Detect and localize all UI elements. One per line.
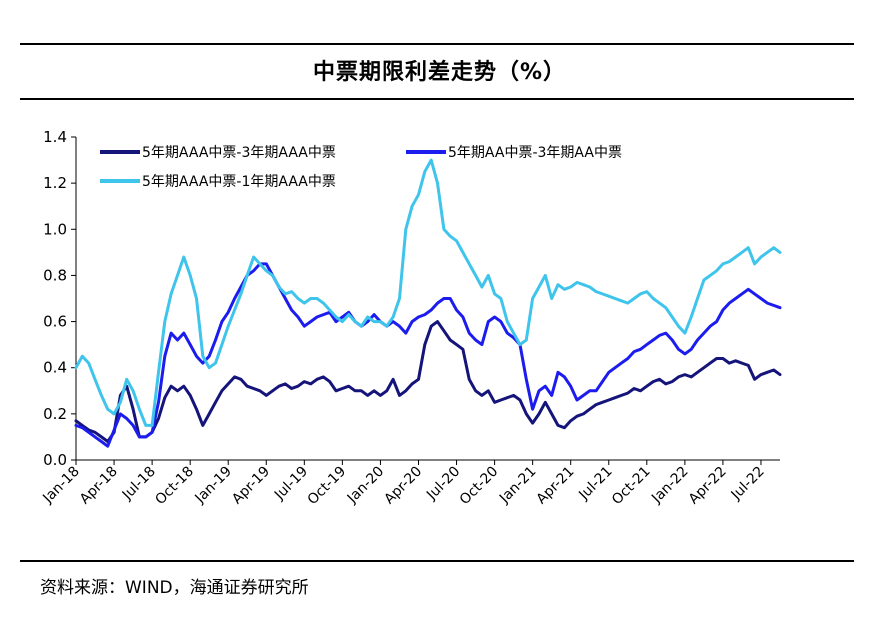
y-tick-label: 1.4 <box>43 128 67 146</box>
x-tick-label: Jan-22 <box>648 464 691 507</box>
series-line-2 <box>74 262 782 448</box>
x-tick-label: Apr-19 <box>229 464 273 508</box>
legend: 5年期AAA中票-3年期AAA中票 5年期AA中票-3年期AA中票 5年期AAA中票… <box>100 145 622 190</box>
x-tick-label: Apr-21 <box>534 464 578 508</box>
x-tick-label: Apr-18 <box>77 464 121 508</box>
y-tick-label: 0.0 <box>43 451 67 469</box>
page-title: 中票期限利差走势（%） <box>312 60 567 85</box>
x-tick-label: Oct-21 <box>609 464 654 509</box>
x-tick-label: Oct-18 <box>152 464 197 509</box>
x-tick-label: Jul-22 <box>728 464 768 504</box>
x-tick-label: Jan-18 <box>39 464 82 507</box>
y-tick-label: 0.4 <box>43 359 67 377</box>
x-tick-label: Jan-20 <box>344 464 387 507</box>
series-line-1 <box>74 320 782 443</box>
x-tick-label: Oct-19 <box>305 464 350 509</box>
x-tick-label: Oct-20 <box>457 464 502 509</box>
legend-label-1: 5年期AAA中票-3年期AAA中票 <box>142 145 336 161</box>
x-tick-label: Apr-20 <box>381 464 425 508</box>
x-tick-label: Apr-22 <box>686 464 730 508</box>
x-tick-label: Jan-21 <box>496 464 539 507</box>
y-tick-label: 1.0 <box>43 220 67 238</box>
y-tick-label: 0.6 <box>43 313 67 331</box>
series-lines <box>74 158 782 448</box>
y-tick-label: 0.2 <box>43 405 67 423</box>
x-tick-label: Jan-19 <box>192 464 235 507</box>
series-line-3 <box>74 158 782 427</box>
source-note: 资料来源：WIND，海通证券研究所 <box>40 578 309 598</box>
title-rule <box>20 98 854 100</box>
legend-label-3: 5年期AAA中票-1年期AAA中票 <box>142 174 336 190</box>
bottom-rule <box>20 560 854 562</box>
y-tick-label: 1.2 <box>43 174 67 192</box>
top-rule <box>20 43 854 45</box>
legend-label-2: 5年期AA中票-3年期AA中票 <box>448 145 622 161</box>
y-tick-label: 0.8 <box>43 266 67 284</box>
